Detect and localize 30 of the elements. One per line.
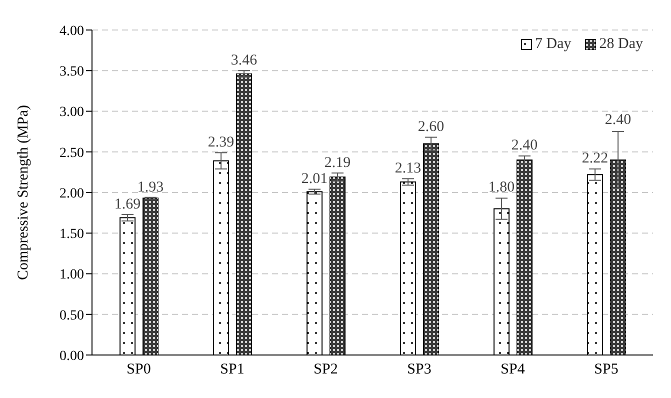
x-tick-label: SP1 <box>220 362 244 378</box>
data-label: 1.93 <box>137 179 164 196</box>
legend-label: 28 Day <box>599 36 643 53</box>
data-label: 2.22 <box>582 150 608 167</box>
y-tick-label: 2.50 <box>60 146 84 161</box>
data-label: 3.46 <box>230 52 258 68</box>
data-label: 2.19 <box>324 154 351 171</box>
x-tick-label: SP3 <box>407 362 432 378</box>
x-tick-label: SP4 <box>500 362 526 378</box>
y-tick-label: 3.50 <box>60 64 84 80</box>
y-axis-title: Compressive Strength (MPa) <box>15 105 32 280</box>
y-tick-label: 2.00 <box>60 186 84 202</box>
data-label: 1.80 <box>488 180 515 196</box>
legend-label: 7 Day <box>535 36 572 53</box>
data-label: 2.60 <box>418 118 444 135</box>
y-tick-label: 0.50 <box>60 308 84 324</box>
data-label: 2.01 <box>301 171 328 188</box>
x-tick-label: SP5 <box>594 362 618 378</box>
y-tick-label: 3.00 <box>60 105 84 120</box>
data-label: 2.40 <box>511 138 538 154</box>
y-tick-label: 1.50 <box>60 227 84 242</box>
data-label: 2.13 <box>394 160 422 177</box>
y-tick-label: 4.00 <box>60 24 84 39</box>
data-label: 2.39 <box>208 134 234 150</box>
x-tick-label: SP0 <box>126 362 151 378</box>
y-tick-label: 1.00 <box>60 268 84 283</box>
data-label: 1.69 <box>114 196 141 212</box>
y-tick-label: 0.00 <box>60 348 84 364</box>
data-label: 2.40 <box>604 112 632 128</box>
x-tick-label: SP2 <box>314 362 338 378</box>
